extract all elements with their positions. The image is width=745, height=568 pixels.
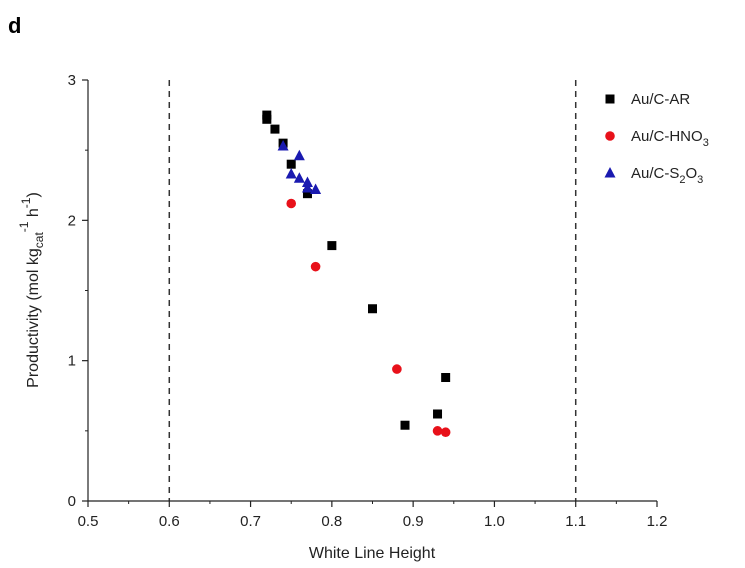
data-point-square bbox=[270, 124, 280, 134]
y-tick-label: 3 bbox=[68, 72, 76, 89]
data-point-triangle bbox=[310, 183, 322, 194]
x-tick-label: 0.6 bbox=[159, 513, 180, 530]
y-axis-title-sup-2: -1 bbox=[19, 197, 33, 208]
data-point-square bbox=[327, 241, 337, 251]
data-point-square bbox=[441, 373, 451, 383]
data-point-triangle bbox=[301, 182, 313, 193]
y-tick-label: 0 bbox=[68, 493, 76, 510]
data-point-circle bbox=[286, 198, 297, 209]
data-point-triangle bbox=[293, 172, 305, 183]
legend-marker-circle bbox=[605, 131, 615, 141]
legend-label: Au/C-HNO3 bbox=[631, 128, 709, 149]
y-axis-title-main: Productivity (mol kg bbox=[25, 248, 42, 388]
x-tick-label: 0.7 bbox=[240, 513, 261, 530]
data-point-square bbox=[433, 409, 443, 419]
reference-lines bbox=[168, 80, 577, 501]
y-axis-title-mid: h bbox=[25, 208, 42, 221]
data-point-square bbox=[368, 304, 377, 314]
data-points bbox=[262, 110, 451, 438]
y-axis-title-tail: ) bbox=[25, 192, 42, 197]
legend: Au/C-AR Au/C-HNO3 Au/C-S2O3 bbox=[604, 91, 709, 186]
y-tick-label: 1 bbox=[68, 353, 76, 370]
data-point-triangle bbox=[293, 149, 305, 161]
y-ticks: 0 1 2 3 bbox=[68, 72, 88, 510]
data-point-square bbox=[286, 159, 296, 169]
y-axis-title-sub-cat: cat bbox=[32, 232, 46, 249]
x-tick-label: 1.1 bbox=[565, 513, 586, 530]
data-point-circle bbox=[392, 364, 402, 374]
x-ticks: 0.5 0.6 0.7 0.8 0.9 1.0 1.1 1.2 bbox=[78, 501, 668, 530]
legend-marker-square bbox=[605, 94, 615, 104]
data-point-square bbox=[302, 189, 312, 199]
data-point-circle bbox=[440, 427, 451, 438]
x-tick-label: 0.9 bbox=[403, 513, 424, 530]
data-point-circle bbox=[310, 261, 321, 272]
y-axis-title: Productivity (mol kgcat-1 h-1) bbox=[17, 192, 46, 388]
y-axis-title-sup-1: -1 bbox=[17, 221, 31, 232]
x-tick-label: 1.2 bbox=[647, 513, 668, 530]
legend-label: Au/C-S2O3 bbox=[631, 165, 703, 186]
legend-marker-triangle bbox=[604, 167, 616, 178]
data-point-triangle bbox=[277, 139, 289, 151]
y-tick-label: 2 bbox=[68, 212, 76, 229]
data-point-square bbox=[400, 420, 410, 430]
axes bbox=[87, 80, 657, 502]
data-point-triangle bbox=[301, 176, 313, 187]
x-tick-label: 1.0 bbox=[484, 513, 505, 530]
data-point-square bbox=[262, 114, 272, 124]
legend-label: Au/C-AR bbox=[631, 91, 690, 108]
panel-label: d bbox=[8, 13, 21, 38]
data-point-triangle bbox=[285, 168, 297, 179]
data-point-circle bbox=[432, 426, 443, 436]
x-tick-label: 0.8 bbox=[321, 513, 342, 530]
x-tick-label: 0.5 bbox=[78, 513, 99, 530]
x-axis-title: White Line Height bbox=[309, 545, 436, 562]
